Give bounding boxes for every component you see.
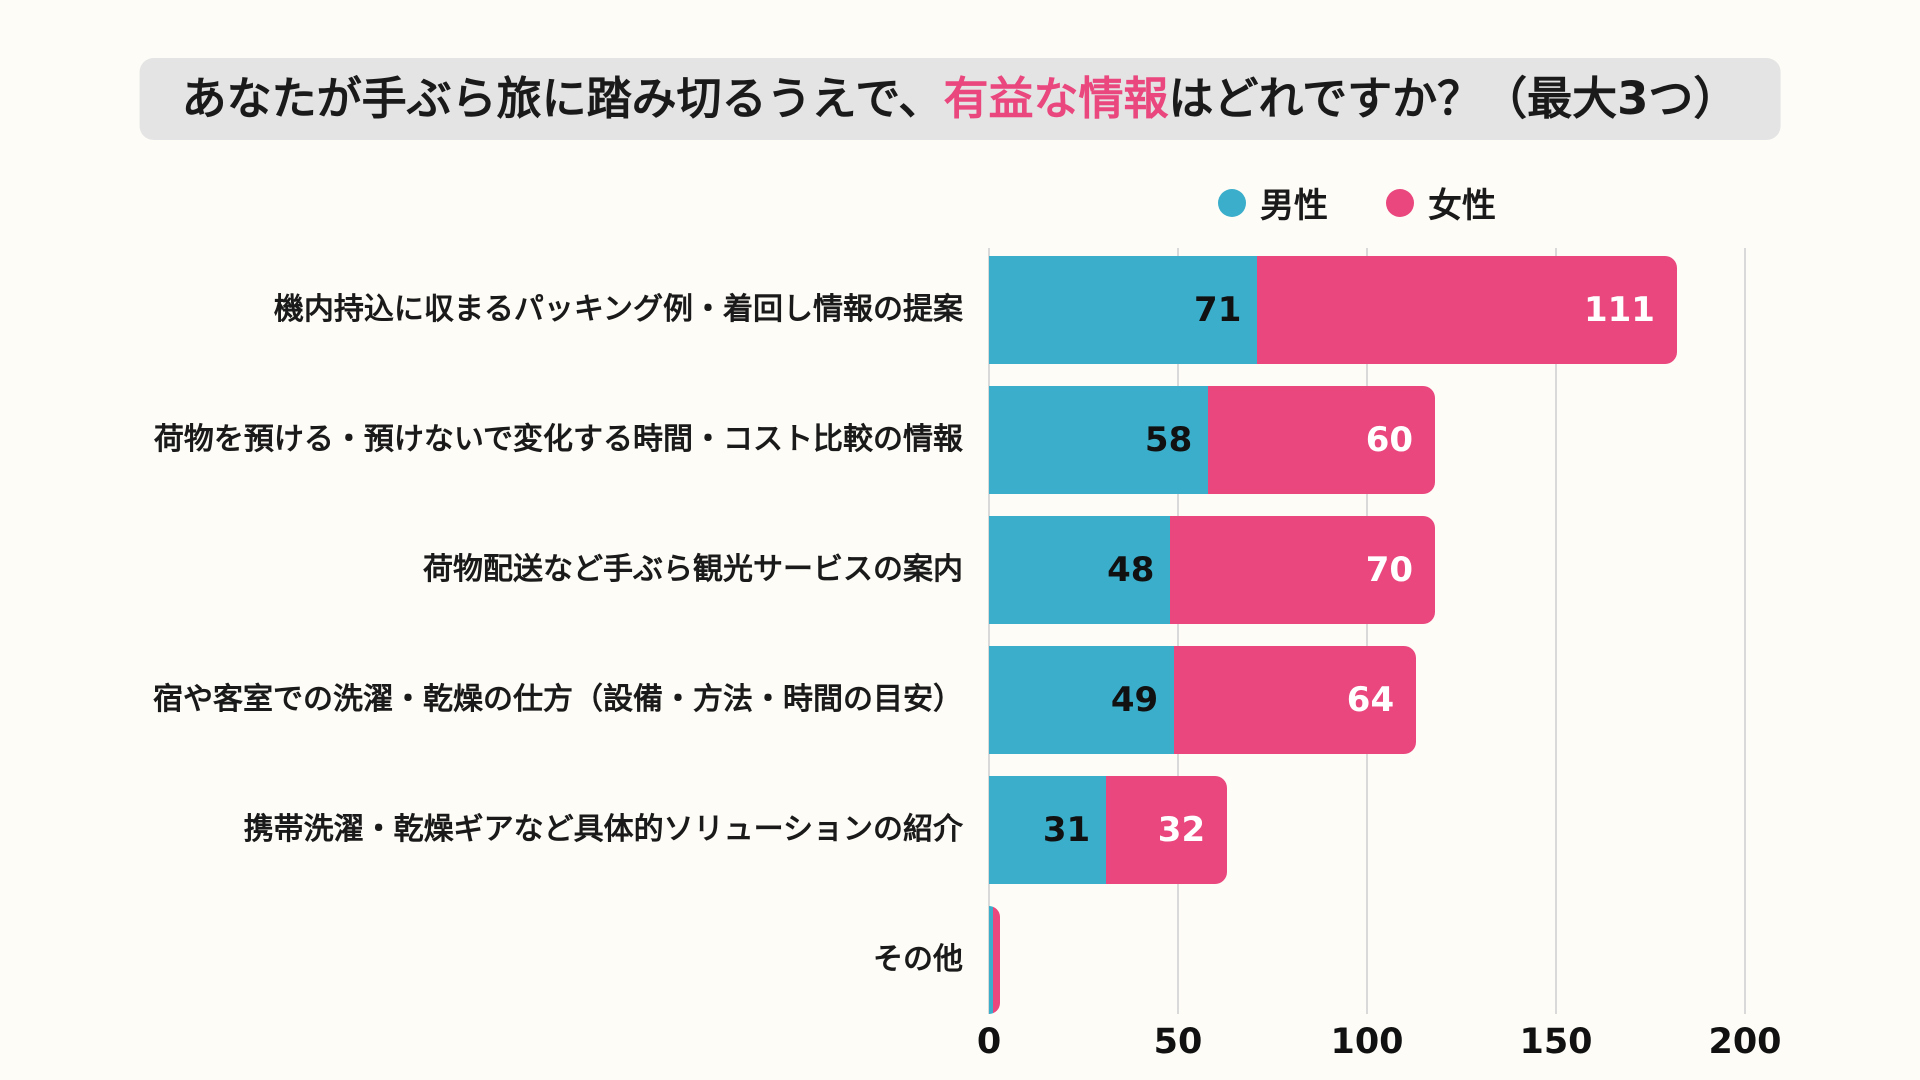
legend-label-male: 男性 — [1260, 186, 1328, 226]
stacked-bar: 31 32 — [989, 776, 1228, 884]
chart-row: 機内持込に収まるパッキング例・着回し情報の提案 71 111 — [0, 256, 1760, 364]
chart-row: その他 — [0, 906, 1760, 1014]
value-label-female: 64 — [1346, 680, 1395, 720]
plot-area: 31 32 — [989, 776, 1745, 884]
value-label-male: 31 — [1042, 810, 1091, 850]
plot-area: 48 70 — [989, 516, 1745, 624]
stacked-bar: 58 60 — [989, 386, 1436, 494]
gridline — [1555, 248, 1557, 1014]
chart-row: 携帯洗濯・乾燥ギアなど具体的ソリューションの紹介 31 32 — [0, 776, 1760, 884]
value-label-male: 48 — [1107, 550, 1155, 590]
plot-area: 49 64 — [989, 646, 1745, 754]
category-label: 宿や客室での洗濯・乾燥の仕方（設備・方法・時間の目安） — [153, 682, 963, 718]
plot-area — [989, 906, 1745, 1014]
bar-segment-male: 58 — [989, 386, 1209, 494]
x-tick-label: 100 — [1330, 1022, 1404, 1062]
category-label: 荷物配送など手ぶら観光サービスの案内 — [423, 552, 963, 588]
bar-segment-female: 70 — [1170, 516, 1436, 624]
legend-dot-female-icon — [1386, 188, 1414, 217]
value-label-female: 32 — [1157, 810, 1206, 850]
chart-row: 荷物を預ける・預けないで変化する時間・コスト比較の情報 58 60 — [0, 386, 1760, 494]
bar-segment-female — [992, 906, 1001, 1014]
plot-area: 71 111 — [989, 256, 1745, 364]
bar-segment-male: 71 — [989, 256, 1258, 364]
chart-rows: 機内持込に収まるパッキング例・着回し情報の提案 71 111 荷物を預ける・預けないで… — [0, 256, 1760, 1036]
gridline — [988, 248, 990, 1014]
bar-segment-female: 32 — [1106, 776, 1228, 884]
chart-title-highlight: 有益な情報 — [943, 72, 1169, 125]
plot-area: 58 60 — [989, 386, 1745, 494]
legend: 男性 女性 — [1218, 178, 1496, 227]
value-label-female: 60 — [1365, 420, 1414, 460]
legend-label-female: 女性 — [1428, 186, 1496, 226]
legend-dot-male-icon — [1218, 188, 1246, 217]
gridlines — [988, 248, 1746, 1014]
x-tick-label: 50 — [1153, 1022, 1203, 1062]
value-label-male: 49 — [1110, 680, 1159, 720]
bar-segment-male — [989, 906, 993, 1014]
value-label-female: 111 — [1583, 290, 1655, 330]
bar-segment-female: 64 — [1174, 646, 1417, 754]
stacked-bar: 49 64 — [989, 646, 1417, 754]
bar-segment-male: 31 — [989, 776, 1107, 884]
gridline — [1744, 248, 1746, 1014]
value-label-male: 71 — [1194, 290, 1242, 330]
x-tick-label: 200 — [1708, 1022, 1782, 1062]
chart-title-pre: あなたが手ぶら旅に踏み切るうえで、 — [181, 72, 944, 125]
x-axis: 0 50 100 150 200 — [977, 1022, 1782, 1072]
bar-segment-male: 49 — [989, 646, 1175, 754]
bar-segment-male: 48 — [989, 516, 1171, 624]
chart-title-post: はどれですか？（最大3つ） — [1168, 72, 1739, 125]
category-label: 機内持込に収まるパッキング例・着回し情報の提案 — [273, 292, 963, 328]
category-label: 荷物を預ける・預けないで変化する時間・コスト比較の情報 — [153, 422, 963, 458]
value-label-female: 70 — [1365, 550, 1414, 590]
chart-title: あなたが手ぶら旅に踏み切るうえで、有益な情報はどれですか？（最大3つ） — [139, 58, 1781, 140]
bar-segment-female: 60 — [1208, 386, 1436, 494]
category-label: 携帯洗濯・乾燥ギアなど具体的ソリューションの紹介 — [243, 812, 963, 848]
bar-segment-female: 111 — [1257, 256, 1677, 364]
gridline — [1177, 248, 1179, 1014]
chart-row: 宿や客室での洗濯・乾燥の仕方（設備・方法・時間の目安） 49 64 — [0, 646, 1760, 754]
category-label: その他 — [873, 942, 963, 978]
legend-item-female: 女性 — [1386, 178, 1496, 227]
value-label-male: 58 — [1144, 420, 1193, 460]
stacked-bar: 48 70 — [989, 516, 1436, 624]
legend-item-male: 男性 — [1218, 178, 1328, 227]
stacked-bar — [989, 906, 1001, 1014]
x-tick-label: 150 — [1519, 1022, 1593, 1062]
gridline — [1366, 248, 1368, 1014]
chart-row: 荷物配送など手ぶら観光サービスの案内 48 70 — [0, 516, 1760, 624]
x-tick-label: 0 — [976, 1022, 1002, 1062]
stacked-bar: 71 111 — [989, 256, 1677, 364]
